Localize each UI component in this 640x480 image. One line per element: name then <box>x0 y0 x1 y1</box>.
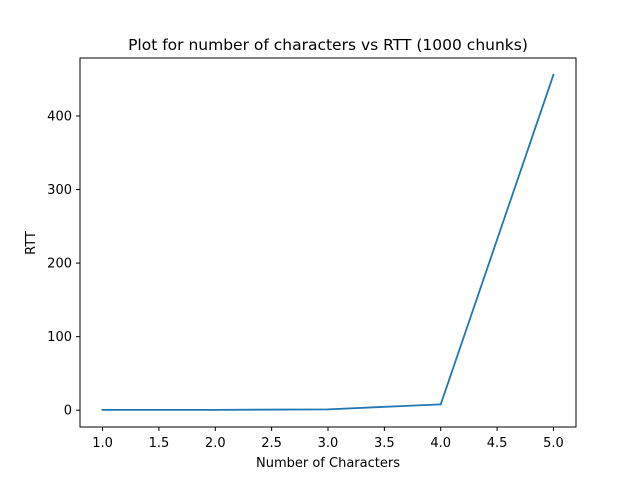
x-tick-label: 3.5 <box>374 436 395 451</box>
series-layer <box>101 73 555 411</box>
data-point <box>552 73 555 76</box>
y-tick-label: 0 <box>64 404 72 419</box>
x-tick-label: 4.5 <box>487 436 508 451</box>
y-tick-label: 300 <box>47 183 72 198</box>
x-axis-label: Number of Characters <box>256 456 400 471</box>
x-tick-label: 1.0 <box>92 436 113 451</box>
y-axis-label: RTT <box>24 231 39 255</box>
plot-area <box>79 57 577 428</box>
y-tick-label: 200 <box>47 257 72 272</box>
x-tick-label: 1.5 <box>149 436 170 451</box>
x-tick-label: 5.0 <box>543 436 564 451</box>
y-tick-label: 400 <box>47 109 72 124</box>
x-tick-label: 2.0 <box>205 436 226 451</box>
data-point <box>101 408 104 411</box>
y-tick-label: 100 <box>47 330 72 345</box>
data-point <box>439 403 442 406</box>
y-axis-ticks: 0 100 200 300 400 <box>47 109 80 419</box>
chart-title: Plot for number of characters vs RTT (10… <box>128 36 528 54</box>
data-point <box>327 408 329 411</box>
x-tick-label: 2.5 <box>261 436 282 451</box>
x-tick-label: 3.0 <box>318 436 339 451</box>
x-tick-label: 4.0 <box>430 436 451 451</box>
x-axis-ticks: 1.0 1.5 2.0 2.5 3.0 3.5 4.0 4.5 5.0 <box>92 427 564 451</box>
data-point <box>214 408 217 411</box>
